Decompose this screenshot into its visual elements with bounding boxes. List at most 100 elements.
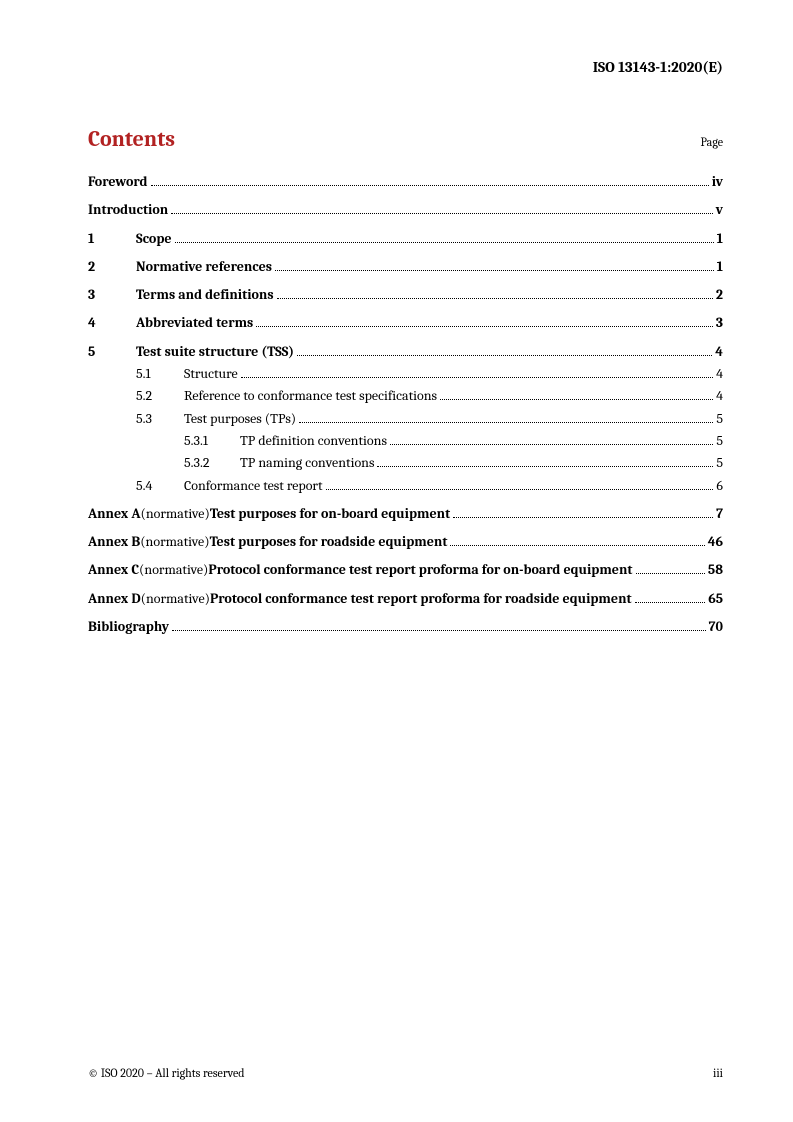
toc-number: 5.1 <box>136 364 184 384</box>
toc-title: Test suite structure (TSS) <box>136 342 294 362</box>
toc-entry-test-purposes: 5.3 Test purposes (TPs) 5 <box>88 409 723 429</box>
toc-title: Foreword <box>88 172 148 192</box>
toc-page: 2 <box>716 285 723 305</box>
toc-page: 3 <box>716 313 723 333</box>
toc-entry-foreword: Foreword iv <box>88 172 723 192</box>
toc-title: Terms and definitions <box>136 285 274 305</box>
toc-page: 5 <box>716 409 723 429</box>
toc-entry-scope: 1 Scope 1 <box>88 229 723 249</box>
toc-page: 65 <box>708 589 723 609</box>
toc-number: 3 <box>88 285 136 305</box>
toc-leader <box>635 602 706 603</box>
toc-page: 4 <box>716 386 723 406</box>
toc-page: 5 <box>716 431 723 451</box>
toc-title: Protocol conformance test report proform… <box>208 560 632 580</box>
toc-entry-annex-c: Annex C (normative) Protocol conformance… <box>88 560 723 580</box>
toc-annex-prefix: Annex D <box>88 589 141 609</box>
toc-annex-note: (normative) <box>140 532 209 552</box>
toc-page: 4 <box>715 342 723 362</box>
toc-page: iv <box>712 172 723 192</box>
toc-leader <box>299 422 713 423</box>
toc-page: 6 <box>716 476 723 496</box>
toc-annex-note: (normative) <box>139 560 208 580</box>
toc-title: Test purposes (TPs) <box>184 409 296 429</box>
toc-entry-tss: 5 Test suite structure (TSS) 4 <box>88 342 723 362</box>
toc-entry-introduction: Introduction v <box>88 200 723 220</box>
toc-leader <box>151 185 709 186</box>
toc-title: TP definition conventions <box>240 431 387 451</box>
toc-title: Abbreviated terms <box>136 313 253 333</box>
toc-title: Introduction <box>88 200 168 220</box>
toc-annex-note: (normative) <box>141 589 210 609</box>
toc-leader <box>440 399 713 400</box>
toc-leader <box>326 489 714 490</box>
toc-leader <box>172 630 706 631</box>
toc-page: 7 <box>716 504 723 524</box>
toc-page: 1 <box>717 257 723 277</box>
toc-leader <box>241 377 713 378</box>
toc-entry-reference-conformance: 5.2 Reference to conformance test specif… <box>88 386 723 406</box>
toc-leader <box>175 242 714 243</box>
toc-title: Bibliography <box>88 617 169 637</box>
toc-entry-structure: 5.1 Structure 4 <box>88 364 723 384</box>
toc-page: 4 <box>716 364 723 384</box>
toc-leader <box>450 545 704 546</box>
page: ISO 13143-1:2020(E) Contents Page Forewo… <box>0 0 793 1122</box>
toc-page: 46 <box>708 532 723 552</box>
toc-page: 58 <box>708 560 723 580</box>
page-footer: © ISO 2020 – All rights reserved iii <box>88 1066 723 1080</box>
toc-annex-note: (normative) <box>140 504 209 524</box>
toc-entry-tp-definition: 5.3.1 TP definition conventions 5 <box>88 431 723 451</box>
toc-annex-prefix: Annex B <box>88 532 140 552</box>
toc-leader <box>636 573 705 574</box>
toc-leader <box>297 355 712 356</box>
toc-title: Scope <box>136 229 172 249</box>
toc-title: Test purposes for on-board equipment <box>210 504 450 524</box>
toc-title: Protocol conformance test report proform… <box>210 589 632 609</box>
toc-page: 70 <box>709 617 723 637</box>
toc-title: Conformance test report <box>184 476 323 496</box>
toc-entry-annex-b: Annex B (normative) Test purposes for ro… <box>88 532 723 552</box>
toc-entry-conformance-report: 5.4 Conformance test report 6 <box>88 476 723 496</box>
footer-copyright: © ISO 2020 – All rights reserved <box>88 1066 245 1080</box>
toc-entry-tp-naming: 5.3.2 TP naming conventions 5 <box>88 453 723 473</box>
toc-number: 5.2 <box>136 386 184 406</box>
document-id: ISO 13143-1:2020(E) <box>88 58 723 76</box>
toc-leader <box>453 517 713 518</box>
toc-number: 5.4 <box>136 476 184 496</box>
toc-entry-annex-a: Annex A (normative) Test purposes for on… <box>88 504 723 524</box>
toc-leader <box>277 298 713 299</box>
toc-number: 4 <box>88 313 136 333</box>
toc-number: 1 <box>88 229 136 249</box>
toc-number: 2 <box>88 257 136 277</box>
toc-number: 5.3.1 <box>184 431 240 451</box>
toc-entry-normative-references: 2 Normative references 1 <box>88 257 723 277</box>
contents-header: Contents Page <box>88 126 723 152</box>
toc-leader <box>377 466 713 467</box>
contents-title: Contents <box>88 126 175 152</box>
toc-leader <box>390 444 713 445</box>
toc-entry-annex-d: Annex D (normative) Protocol conformance… <box>88 589 723 609</box>
toc-leader <box>171 213 712 214</box>
toc-entry-abbreviated-terms: 4 Abbreviated terms 3 <box>88 313 723 333</box>
toc-page: 1 <box>717 229 723 249</box>
toc-entry-terms-definitions: 3 Terms and definitions 2 <box>88 285 723 305</box>
toc-title: TP naming conventions <box>240 453 374 473</box>
toc-leader <box>275 270 714 271</box>
toc-title: Normative references <box>136 257 272 277</box>
table-of-contents: Foreword iv Introduction v 1 Scope 1 2 N… <box>88 172 723 637</box>
toc-number: 5.3.2 <box>184 453 240 473</box>
toc-title: Reference to conformance test specificat… <box>184 386 437 406</box>
toc-number: 5.3 <box>136 409 184 429</box>
toc-page: v <box>716 200 723 220</box>
toc-annex-prefix: Annex C <box>88 560 139 580</box>
toc-annex-prefix: Annex A <box>88 504 140 524</box>
toc-page: 5 <box>716 453 723 473</box>
toc-title: Structure <box>184 364 238 384</box>
toc-number: 5 <box>88 342 136 362</box>
toc-title: Test purposes for roadside equipment <box>210 532 448 552</box>
page-label: Page <box>701 135 723 149</box>
toc-leader <box>256 326 713 327</box>
footer-page-number: iii <box>713 1066 723 1080</box>
toc-entry-bibliography: Bibliography 70 <box>88 617 723 637</box>
